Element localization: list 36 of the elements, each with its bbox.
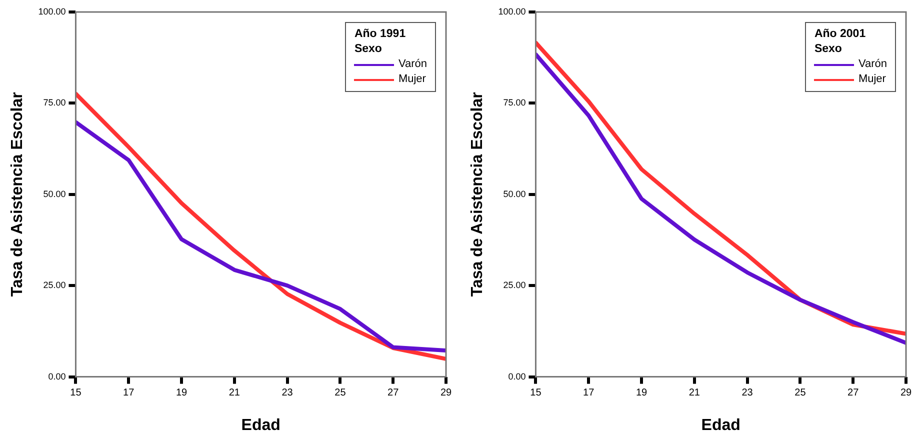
y-tick-label: 50.00 xyxy=(503,188,526,199)
x-tick-label: 17 xyxy=(123,388,135,399)
x-tick-label: 21 xyxy=(688,388,700,399)
y-tick-label: 50.00 xyxy=(43,188,66,199)
y-tick-label: 75.00 xyxy=(503,98,526,108)
legend-label: Varón xyxy=(858,57,887,72)
x-tick-label: 25 xyxy=(794,388,806,399)
legend-label: Mujer xyxy=(398,72,426,87)
x-tick-label: 21 xyxy=(228,388,240,399)
y-tick-label: 100.00 xyxy=(38,6,66,16)
x-tick-label: 27 xyxy=(848,388,860,399)
y-axis-title: Tasa de Asistencia Escolar xyxy=(9,92,26,297)
y-tick-label: 25.00 xyxy=(43,280,66,290)
y-axis-title: Tasa de Asistencia Escolar xyxy=(469,92,486,297)
x-tick-label: 29 xyxy=(900,388,912,399)
x-tick-label: 15 xyxy=(530,388,542,399)
x-axis-title: Edad xyxy=(241,416,280,434)
x-tick-label: 19 xyxy=(176,388,188,399)
x-tick-label: 23 xyxy=(742,388,754,399)
legend-label: Mujer xyxy=(858,72,886,87)
x-tick-label: 19 xyxy=(636,388,648,399)
x-tick-label: 17 xyxy=(583,388,595,399)
x-axis-title: Edad xyxy=(701,416,740,434)
x-tick-label: 15 xyxy=(70,388,82,399)
y-tick-label: 75.00 xyxy=(43,98,66,108)
legend-label: Varón xyxy=(398,57,427,72)
x-tick-label: 23 xyxy=(282,388,294,399)
y-tick-label: 25.00 xyxy=(503,280,526,290)
x-tick-label: 27 xyxy=(388,388,400,399)
y-tick-label: 0.00 xyxy=(508,371,526,382)
y-tick-label: 0.00 xyxy=(48,371,66,382)
x-tick-label: 29 xyxy=(440,388,452,399)
legend-title: Año 2001 Sexo xyxy=(814,27,867,57)
x-tick-label: 25 xyxy=(334,388,346,399)
legend-title: Año 1991 Sexo xyxy=(354,27,407,57)
y-tick-label: 100.00 xyxy=(498,6,526,16)
